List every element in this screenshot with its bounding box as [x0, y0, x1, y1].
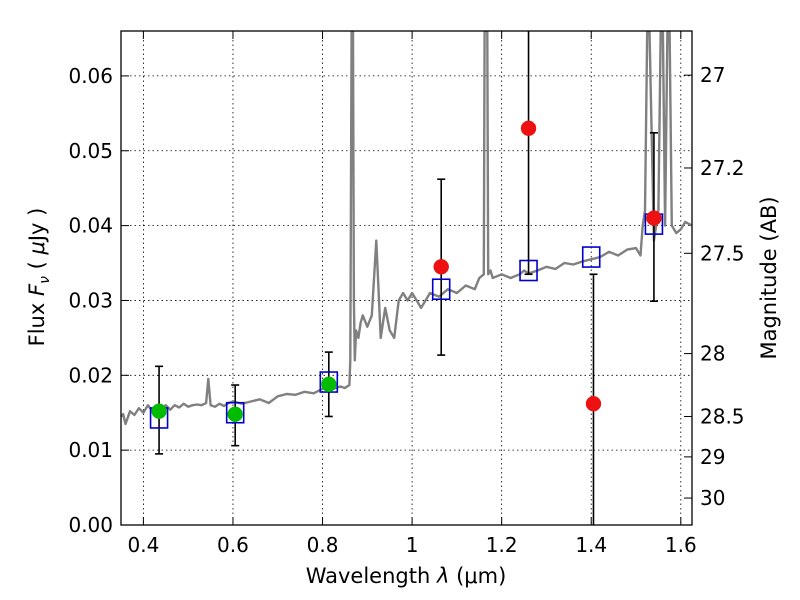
data-markers: [149, 120, 664, 429]
observed-flux-point: [321, 376, 337, 393]
x-tick-label: 1: [406, 533, 419, 557]
y-tick-label: 0.03: [68, 288, 113, 312]
magnitude-axis-ticks: 27 27.2 27.5 28 28.5 29 30: [684, 63, 745, 510]
y-axis-ticks: 0.00 0.01 0.02 0.03 0.04 0.05 0.06: [68, 64, 129, 537]
x-tick-label: 0.6: [217, 533, 249, 557]
x-axis-title-prefix: Wavelength: [306, 564, 431, 588]
model-photometry-square: [581, 246, 601, 268]
magnitude-tick-label: 27.2: [700, 156, 745, 180]
x-axis-title-unit: (μm): [456, 564, 506, 588]
observed-flux-point: [227, 406, 243, 422]
x-tick-label: 1.6: [665, 533, 697, 557]
y-axis-title-symbol: F: [25, 283, 49, 296]
y-tick-label: 0.00: [68, 513, 113, 537]
magnitude-tick-label: 27.5: [700, 241, 745, 265]
magnitude-axis-title: Magnitude (AB): [757, 196, 781, 359]
model-photometry-square: [519, 259, 538, 282]
x-axis-title-symbol: λ: [436, 564, 449, 588]
magnitude-tick-label: 29: [700, 445, 725, 469]
y-tick-label: 0.05: [68, 139, 113, 163]
x-tick-label: 0.8: [307, 533, 339, 557]
y-axis-title-paren: (: [25, 261, 49, 269]
model-photometry-square: [319, 371, 339, 393]
magnitude-tick-label: 30: [700, 486, 725, 510]
grid-lines: [121, 31, 692, 526]
y-axis-title: Flux Fν ( μJy ): [25, 208, 53, 347]
y-axis-title-unit: Jy ): [25, 208, 49, 244]
x-tick-label: 1.2: [486, 533, 518, 557]
model-photometry-square: [431, 278, 451, 301]
plot-frame: [120, 30, 693, 526]
observed-flux-point: [520, 120, 537, 137]
observed-flux-point: [646, 210, 662, 226]
x-axis-ticks: 0.4 0.6 0.8 1 1.2 1.4 1.6: [127, 31, 697, 557]
observed-flux-point: [151, 403, 167, 419]
y-axis-title-prefix: Flux: [25, 303, 49, 347]
y-tick-label: 0.04: [68, 214, 113, 238]
y-tick-label: 0.02: [68, 363, 113, 387]
observed-flux-point: [433, 259, 449, 275]
magnitude-tick-label: 28.5: [700, 404, 745, 428]
model-photometry-square: [225, 401, 245, 424]
y-tick-label: 0.01: [68, 438, 113, 462]
y-axis-title-mu: μ: [25, 241, 49, 255]
magnitude-tick-label: 28: [700, 342, 725, 366]
y-axis-title-subscript: ν: [37, 276, 53, 284]
x-axis-title: Wavelength λ (μm): [306, 564, 507, 588]
x-tick-label: 0.4: [127, 533, 159, 557]
magnitude-tick-label: 27: [700, 63, 725, 87]
error-bars: [155, 31, 658, 525]
x-tick-label: 1.4: [575, 533, 607, 557]
sed-model-group: [121, 31, 692, 426]
observed-flux-point: [585, 395, 602, 412]
y-tick-label: 0.06: [68, 64, 113, 88]
sed-model-line: [121, 31, 692, 426]
